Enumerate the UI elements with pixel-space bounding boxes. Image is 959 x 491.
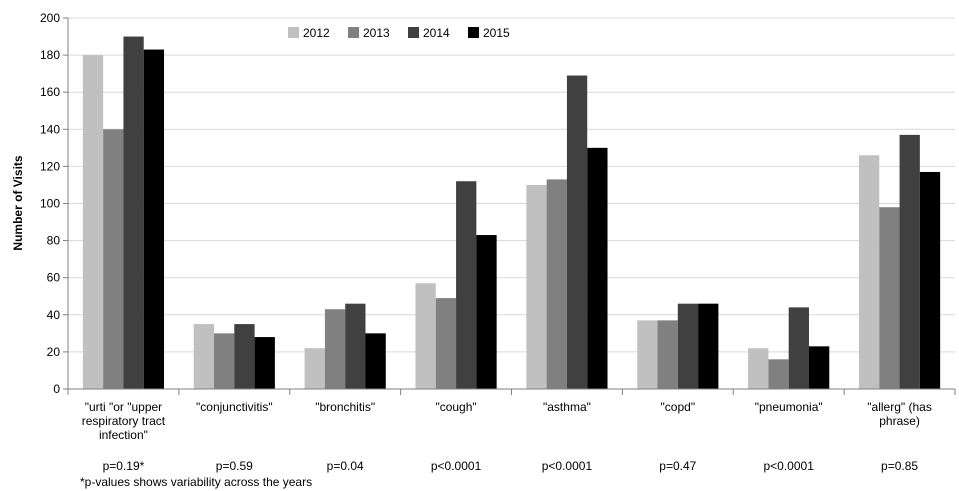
bar-2014 <box>899 134 920 389</box>
bar-2012 <box>858 155 880 389</box>
category-label: "copd" <box>661 400 696 414</box>
y-tick-label: 0 <box>53 382 60 396</box>
legend-swatch-2014 <box>408 27 419 38</box>
bar-2015 <box>808 346 830 389</box>
bar-2012 <box>304 348 325 389</box>
legend-swatch-2013 <box>348 27 359 38</box>
p-value-label: p=0.59 <box>216 459 253 473</box>
bar-2012 <box>193 324 215 389</box>
bar-2014 <box>456 181 477 389</box>
legend-swatch-2015 <box>468 27 479 38</box>
category-label: "conjunctivitis" <box>196 400 273 414</box>
p-value-label: p=0.85 <box>881 459 918 473</box>
p-value-label: p=0.47 <box>659 459 696 473</box>
p-value-label: p<0.0001 <box>542 459 593 473</box>
y-tick-labels: 0 20 40 60 80 100 120 140 160 180 200 <box>40 11 60 396</box>
y-tick-label: 60 <box>47 271 61 285</box>
bar-2013 <box>768 359 789 389</box>
p-value-label: p=0.19* <box>103 459 145 473</box>
bar-2013 <box>435 298 457 389</box>
bar-2013 <box>103 129 124 390</box>
bar-2013 <box>657 320 678 389</box>
bar-2015 <box>143 49 165 389</box>
bar-2013 <box>214 333 235 389</box>
legend: 2012 2013 2014 2015 <box>288 26 510 40</box>
bar-2015 <box>476 235 497 389</box>
bar-2014 <box>345 303 366 389</box>
bar-2015 <box>365 333 386 389</box>
footnote: *p-values shows variability across the y… <box>80 475 312 489</box>
category-label: "urti "or "upper respiratory tract infecti… <box>82 400 166 442</box>
y-tick-label: 200 <box>40 11 60 25</box>
category-label: "asthma" <box>543 400 591 414</box>
y-tick-label: 40 <box>47 308 61 322</box>
legend-label-2015: 2015 <box>483 26 510 40</box>
y-tick-label: 120 <box>40 159 60 173</box>
bar-2015 <box>254 337 275 389</box>
category-labels: "urti "or "upper respiratory tract infecti… <box>82 400 932 442</box>
bar-2014 <box>123 36 144 390</box>
p-value-label: p=0.04 <box>327 459 364 473</box>
bar-2012 <box>82 55 104 389</box>
axes <box>63 17 956 395</box>
y-tick-label: 140 <box>40 122 60 136</box>
bar-2013 <box>324 309 346 389</box>
bar-2013 <box>546 179 567 389</box>
legend-label-2013: 2013 <box>363 26 390 40</box>
bar-2014 <box>234 324 255 389</box>
bar-2014 <box>788 307 809 389</box>
bar-2015 <box>698 303 719 389</box>
bar-2012 <box>748 348 769 389</box>
bar-2012 <box>526 184 547 389</box>
y-tick-label: 100 <box>40 197 60 211</box>
y-tick-label: 20 <box>47 345 61 359</box>
category-label: "cough" <box>435 400 476 414</box>
legend-label-2012: 2012 <box>303 26 330 40</box>
p-value-labels: p=0.19* p=0.59 p=0.04 p<0.0001 p<0.0001 p=0.4… <box>103 459 919 473</box>
bar-2015 <box>919 171 941 389</box>
bar-2012 <box>637 320 658 389</box>
legend-label-2014: 2014 <box>423 26 450 40</box>
category-label: "pneumonia" <box>755 400 823 414</box>
gridlines <box>68 17 955 353</box>
category-label: "bronchitis" <box>315 400 375 414</box>
bar-2012 <box>415 283 436 389</box>
bar-2014 <box>566 75 588 389</box>
bar-2013 <box>879 207 900 389</box>
p-value-label: p<0.0001 <box>431 459 482 473</box>
bar-2015 <box>587 147 608 389</box>
legend-swatch-2012 <box>288 27 299 38</box>
bars <box>82 36 941 390</box>
y-tick-label: 180 <box>40 48 60 62</box>
y-tick-label: 80 <box>47 234 61 248</box>
p-value-label: p<0.0001 <box>763 459 814 473</box>
category-label: "allerg" (has phrase) <box>867 400 932 428</box>
y-axis-label: Number of Visits <box>11 155 25 250</box>
bar-2014 <box>677 303 699 389</box>
y-tick-label: 160 <box>40 85 60 99</box>
